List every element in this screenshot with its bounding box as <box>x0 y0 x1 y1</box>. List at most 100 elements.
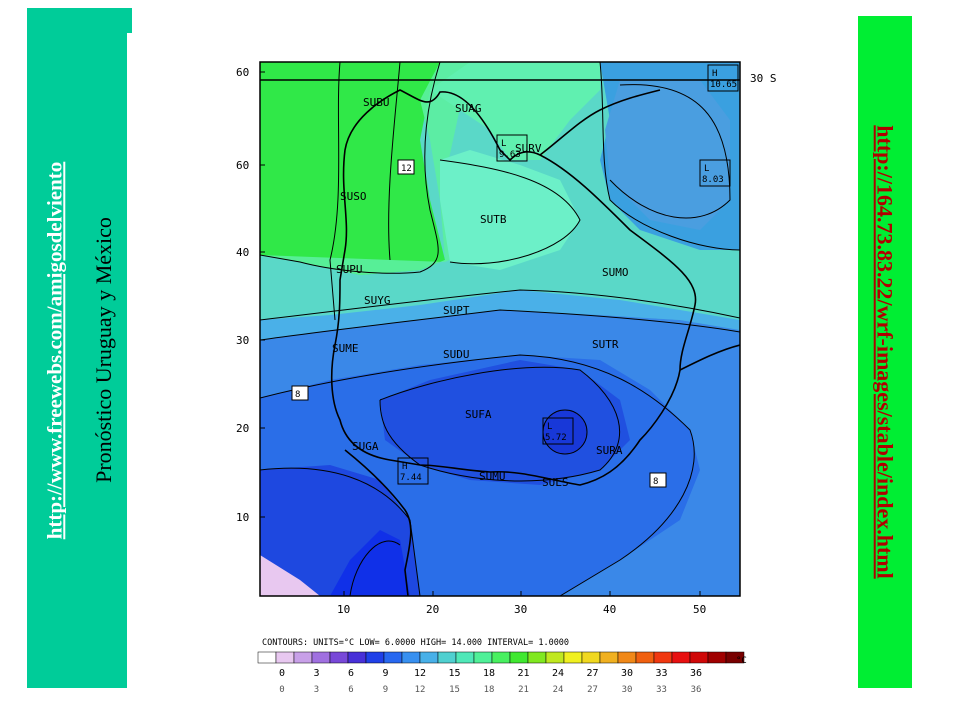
station-label-subu: SUBU <box>363 96 390 109</box>
color-scale-ticks-secondary: 0 3 6 9 12 15 18 21 24 27 30 33 36 <box>279 685 701 695</box>
extremum-letter: L <box>547 422 552 432</box>
color-swatch <box>707 651 727 664</box>
scale-tick-label: 3 <box>313 668 319 679</box>
x-tick-label: 30 <box>514 603 527 616</box>
scale-tick-label-secondary: 15 <box>449 685 460 695</box>
color-swatch <box>437 651 457 664</box>
color-swatch <box>635 651 655 664</box>
scale-tick-label: 18 <box>483 668 495 679</box>
color-swatch <box>401 651 421 664</box>
north-band <box>430 62 600 160</box>
scale-tick-label: 27 <box>586 668 598 679</box>
left-sidebar-panel <box>27 8 132 688</box>
scale-tick-label: 21 <box>517 668 529 679</box>
extremum-value: 7.44 <box>400 473 422 483</box>
extremum-letter: L <box>704 164 709 174</box>
scale-tick-label-secondary: 18 <box>484 685 495 695</box>
scale-tick-label-secondary: 36 <box>691 685 702 695</box>
station-label-sumo: SUMO <box>602 266 629 279</box>
contour-line <box>260 467 421 596</box>
contour-line <box>329 62 341 321</box>
station-label-sudu: SUDU <box>443 348 470 361</box>
y-tick-label: 40 <box>236 246 249 259</box>
uruguay-border <box>330 89 697 486</box>
color-swatch <box>563 651 583 664</box>
southwest-coldest <box>330 530 410 596</box>
scale-tick-label-secondary: 3 <box>314 685 319 695</box>
scale-tick-label: 30 <box>621 668 633 679</box>
scale-tick-label-secondary: 30 <box>622 685 633 695</box>
extremum-marker: L8.03 <box>699 159 731 187</box>
station-label-suls: SULS <box>542 476 569 489</box>
extremum-box <box>542 417 574 445</box>
mid-band <box>260 290 740 340</box>
scale-tick-label-secondary: 21 <box>518 685 529 695</box>
color-swatch <box>293 651 313 664</box>
contour-label-box <box>291 385 309 401</box>
east-cool-core <box>605 80 730 230</box>
color-swatch <box>725 651 745 664</box>
color-swatch <box>383 651 403 664</box>
color-swatch <box>689 651 709 664</box>
scale-tick-label-secondary: 9 <box>383 685 388 695</box>
color-swatch <box>653 651 673 664</box>
extremum-value: 8.03 <box>702 175 724 185</box>
color-swatch <box>545 651 565 664</box>
extremum-letter: H <box>402 462 407 472</box>
y-tick-label: 60 <box>236 159 249 172</box>
contour-value-labels: 12 8 8 <box>291 159 667 488</box>
color-swatch <box>257 651 277 664</box>
station-label-suso: SUSO <box>340 190 367 203</box>
left-panel-notch <box>127 33 133 688</box>
extremum-marker: L9.63 <box>496 134 528 162</box>
contours-info: CONTOURS: UNITS=°C LOW= 6.0000 HIGH= 14.… <box>262 638 569 648</box>
tb-region <box>440 150 580 270</box>
corner-patch <box>260 555 320 596</box>
low-center-patch <box>543 410 587 454</box>
y-tick-label: 10 <box>236 511 249 524</box>
color-swatch <box>347 651 367 664</box>
color-swatch <box>509 651 529 664</box>
color-swatch <box>419 651 439 664</box>
color-swatch <box>275 651 295 664</box>
station-label-suyg: SUYG <box>364 294 391 307</box>
station-label-sufa: SUFA <box>465 408 492 421</box>
scale-tick-label: 6 <box>348 668 354 679</box>
x-axis-ticks: 10 20 30 40 50 <box>337 591 706 616</box>
scale-tick-label-secondary: 0 <box>279 685 284 695</box>
color-swatch <box>617 651 637 664</box>
map-frame <box>259 61 741 597</box>
color-swatch <box>311 651 331 664</box>
contour-label-box <box>649 472 667 488</box>
scale-tick-label: 36 <box>690 668 702 679</box>
latitude-label: 30 S <box>750 72 777 85</box>
x-tick-label: 50 <box>693 603 706 616</box>
contour-line <box>260 289 740 321</box>
station-label-sume: SUME <box>332 342 359 355</box>
contour-label-box <box>397 159 415 175</box>
y-tick-label: 20 <box>236 422 249 435</box>
scale-tick-label: 24 <box>552 668 564 679</box>
station-label-supu: SUPU <box>336 263 363 276</box>
extremum-letter: H <box>712 69 717 79</box>
extremum-marker: L5.72 <box>542 417 574 445</box>
temperature-field <box>260 62 740 596</box>
color-scale-ticks: 0 3 6 9 12 15 18 21 24 27 30 33 36 <box>279 668 702 679</box>
station-label-supt: SUPT <box>443 304 470 317</box>
warm-region <box>260 62 445 275</box>
contour-line <box>379 366 621 482</box>
contour-line <box>260 62 441 274</box>
extremum-marker: H7.44 <box>397 457 429 485</box>
color-swatch <box>473 651 493 664</box>
contour-line <box>439 159 581 265</box>
color-swatch <box>581 651 601 664</box>
scale-tick-label-secondary: 27 <box>587 685 598 695</box>
scale-tick-label: 15 <box>448 668 460 679</box>
color-scale-bar <box>257 651 745 664</box>
x-tick-label: 40 <box>603 603 616 616</box>
color-swatch <box>527 651 547 664</box>
scale-tick-label-secondary: 6 <box>348 685 353 695</box>
station-label-sumu: SUMU <box>479 470 506 483</box>
extremum-box <box>397 457 429 485</box>
